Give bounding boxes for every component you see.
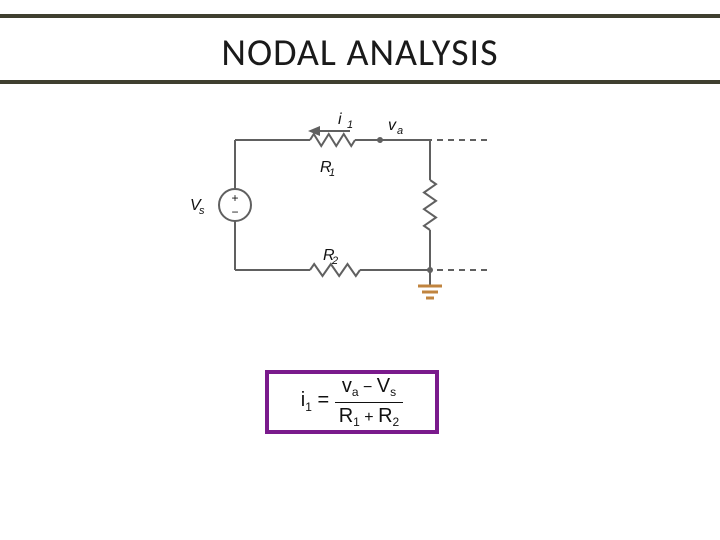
page-title: NODAL ANALYSIS bbox=[0, 30, 720, 76]
svg-text:+: + bbox=[231, 191, 238, 205]
divider-top-2 bbox=[0, 80, 720, 84]
slide: NODAL ANALYSIS +−i1vaR1R2Vs i1 = va − Vs… bbox=[0, 0, 720, 540]
circuit-diagram: +−i1vaR1R2Vs bbox=[190, 110, 510, 310]
svg-text:a: a bbox=[397, 125, 403, 137]
svg-text:i: i bbox=[338, 111, 342, 128]
equation: i1 = va − VsR1 + R2 bbox=[301, 375, 403, 428]
svg-text:2: 2 bbox=[331, 255, 338, 267]
divider-top-1 bbox=[0, 14, 720, 18]
svg-text:1: 1 bbox=[329, 167, 335, 179]
svg-text:s: s bbox=[199, 205, 205, 217]
svg-text:−: − bbox=[231, 205, 238, 219]
svg-text:v: v bbox=[388, 117, 397, 134]
svg-text:1: 1 bbox=[347, 119, 353, 131]
equation-box: i1 = va − VsR1 + R2 bbox=[265, 370, 439, 434]
